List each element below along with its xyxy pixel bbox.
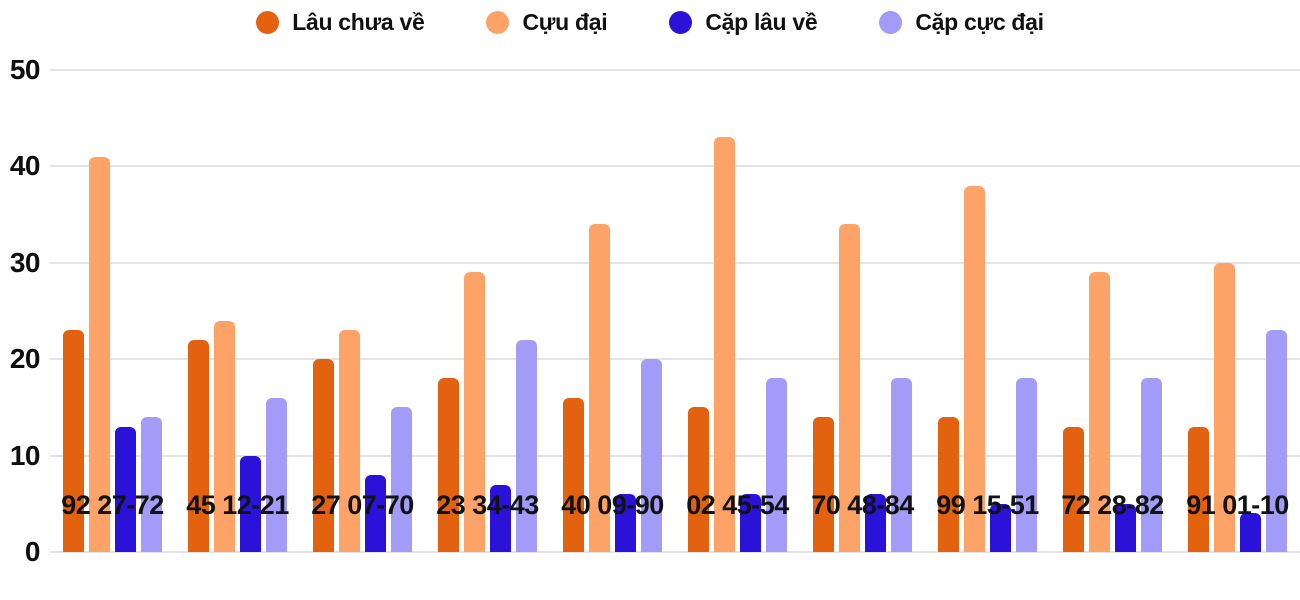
gridline <box>50 551 1300 553</box>
bar[interactable] <box>641 359 662 552</box>
bar[interactable] <box>464 272 485 552</box>
bar[interactable] <box>563 397 584 552</box>
y-axis-tick-label: 30 <box>9 246 41 278</box>
bar[interactable] <box>615 494 636 552</box>
bar[interactable] <box>89 156 110 552</box>
bar-group <box>675 70 800 552</box>
bar[interactable] <box>1063 426 1084 552</box>
legend-swatch-icon <box>486 10 510 34</box>
legend-swatch-icon <box>879 10 903 34</box>
bar-group <box>1175 70 1300 552</box>
legend-label: Cựu đại <box>522 8 608 35</box>
legend-label: Cặp lâu về <box>705 8 818 35</box>
bar-group <box>550 70 675 552</box>
bar[interactable] <box>1188 426 1209 552</box>
plot-area: 0 10 20 30 40 50 <box>0 56 1300 566</box>
bar-group <box>425 70 550 552</box>
legend-swatch-icon <box>669 10 693 34</box>
bar[interactable] <box>1214 262 1235 552</box>
bar[interactable] <box>266 397 287 552</box>
bar-group <box>1050 70 1175 552</box>
bar[interactable] <box>964 185 985 552</box>
bar[interactable] <box>865 494 886 552</box>
bar[interactable] <box>1266 330 1287 552</box>
x-axis-category-label: 92 27-72 <box>61 490 164 520</box>
x-axis-category-label: 27 07-70 <box>311 490 414 520</box>
y-axis-tick-label: 40 <box>9 150 41 182</box>
y-axis-tick-label: 0 <box>24 536 41 567</box>
bar[interactable] <box>141 417 162 552</box>
legend-item-cap-cuc-dai[interactable]: Cặp cực đại <box>879 8 1044 36</box>
bar[interactable] <box>839 224 860 552</box>
bar[interactable] <box>766 378 787 552</box>
bar[interactable] <box>214 320 235 552</box>
bar[interactable] <box>391 407 412 552</box>
x-axis-category-label: 72 28-82 <box>1061 490 1164 520</box>
bar[interactable] <box>115 426 136 552</box>
x-axis-category-label: 91 01-10 <box>1186 490 1289 520</box>
x-axis-category-label: 23 34-43 <box>436 490 539 520</box>
bar[interactable] <box>490 484 511 552</box>
bar[interactable] <box>188 339 209 552</box>
y-axis-tick-label: 10 <box>9 439 41 471</box>
x-axis: 92 27-72 45 12-21 27 07-70 23 34-43 40 09-90… <box>50 486 1300 521</box>
legend-label: Cặp cực đại <box>915 8 1044 35</box>
bar-group <box>175 70 300 552</box>
bar-group <box>300 70 425 552</box>
gridline <box>50 69 1300 71</box>
gridline <box>50 261 1300 264</box>
bar[interactable] <box>339 330 360 552</box>
bar[interactable] <box>1240 513 1261 552</box>
bar[interactable] <box>688 407 709 552</box>
bar[interactable] <box>438 378 459 552</box>
legend-item-lau-chua-ve[interactable]: Lâu chưa về <box>256 8 425 36</box>
chart-legend: Lâu chưa về Cựu đại Cặp lâu về Cặp cực đ… <box>0 4 1300 40</box>
bar[interactable] <box>1089 272 1110 552</box>
bar[interactable] <box>740 494 761 552</box>
bar[interactable] <box>938 417 959 552</box>
bar[interactable] <box>589 224 610 552</box>
bar-group <box>800 70 925 552</box>
x-axis-category-label: 40 09-90 <box>561 490 664 520</box>
x-axis-category-label: 99 15-51 <box>936 490 1039 520</box>
bar[interactable] <box>365 474 386 552</box>
bar[interactable] <box>891 378 912 552</box>
gridline <box>50 454 1300 457</box>
gridline <box>50 165 1300 168</box>
bar-series-area <box>50 70 1300 552</box>
bar[interactable] <box>813 417 834 552</box>
bar[interactable] <box>1016 378 1037 552</box>
bar[interactable] <box>1141 378 1162 552</box>
bar-group <box>925 70 1050 552</box>
bar[interactable] <box>63 330 84 552</box>
bar[interactable] <box>714 137 735 552</box>
y-axis-tick-label: 50 <box>9 54 41 85</box>
legend-swatch-icon <box>256 10 280 34</box>
y-axis-tick-label: 20 <box>9 343 41 375</box>
legend-item-cuu-dai[interactable]: Cựu đại <box>486 8 608 36</box>
bar[interactable] <box>516 339 537 552</box>
x-axis-category-label: 02 45-54 <box>686 490 789 520</box>
bar[interactable] <box>240 455 261 552</box>
legend-label: Lâu chưa về <box>292 8 425 35</box>
bar-group <box>50 70 175 552</box>
legend-item-cap-lau-ve[interactable]: Cặp lâu về <box>669 8 818 36</box>
bar[interactable] <box>313 359 334 552</box>
bar[interactable] <box>990 503 1011 552</box>
gridline <box>50 358 1300 361</box>
x-axis-category-label: 70 48-84 <box>811 490 914 520</box>
bar[interactable] <box>1115 503 1136 552</box>
x-axis-category-label: 45 12-21 <box>186 490 289 520</box>
